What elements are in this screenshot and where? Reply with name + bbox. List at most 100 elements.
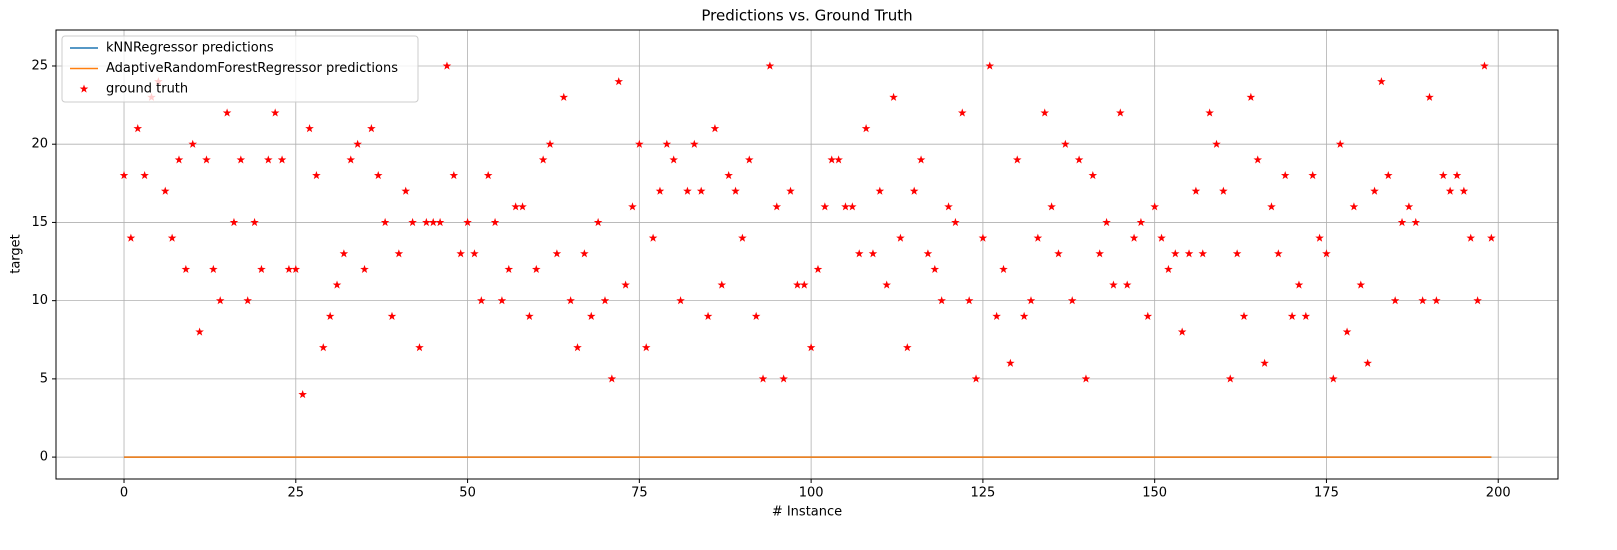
ground-truth-point xyxy=(126,233,136,242)
ground-truth-point xyxy=(1370,186,1379,195)
ground-truth-point xyxy=(1246,92,1256,101)
ground-truth-point xyxy=(834,155,843,164)
ground-truth-point xyxy=(951,217,960,227)
x-tick-label: 150 xyxy=(1142,486,1167,501)
ground-truth-point xyxy=(312,170,321,180)
ground-truth-point xyxy=(724,170,733,180)
ground-truth-point xyxy=(1349,202,1359,211)
ground-truth-point xyxy=(586,311,596,320)
ground-truth-point xyxy=(710,124,720,133)
ground-truth-point xyxy=(1438,170,1448,180)
ground-truth-point xyxy=(731,186,740,195)
ground-truth-point xyxy=(937,296,946,305)
ground-truth-point xyxy=(1466,233,1476,242)
y-tick-label: 25 xyxy=(31,58,48,73)
ground-truth-point xyxy=(119,170,129,180)
ground-truth-point xyxy=(1067,296,1077,305)
ground-truth-point xyxy=(209,264,218,273)
ground-truth-point xyxy=(861,124,871,133)
ground-truth-point xyxy=(1329,374,1338,383)
ground-truth-point xyxy=(325,311,335,320)
y-tick-label: 5 xyxy=(40,371,48,386)
ground-truth-point xyxy=(806,343,816,352)
ground-truth-point xyxy=(971,374,981,383)
legend-swatch xyxy=(79,84,89,93)
ground-truth-point xyxy=(552,249,562,258)
ground-truth-point xyxy=(1019,311,1029,320)
ground-truth-point xyxy=(1267,202,1276,211)
ground-truth-point xyxy=(882,280,891,289)
ground-truth-point xyxy=(456,249,465,258)
legend-label: AdaptiveRandomForestRegressor prediction… xyxy=(106,61,398,76)
x-tick-label: 50 xyxy=(459,486,476,501)
ground-truth-point xyxy=(690,139,699,148)
ground-truth-point xyxy=(1232,249,1242,258)
x-tick-label: 0 xyxy=(120,486,128,501)
ground-truth-point xyxy=(1191,186,1201,195)
ground-truth-point xyxy=(1418,296,1427,305)
ground-truth-point xyxy=(1280,170,1290,180)
ground-truth-point xyxy=(1074,155,1084,164)
ground-truth-point xyxy=(1129,233,1139,242)
ground-truth-point xyxy=(1040,108,1050,117)
ground-truth-point xyxy=(772,202,782,211)
ground-truth-point xyxy=(167,233,177,242)
ground-truth-point xyxy=(511,202,520,211)
ground-truth-point xyxy=(1047,202,1056,211)
ground-truth-point xyxy=(559,92,569,101)
ground-truth-point xyxy=(1459,186,1469,195)
ground-truth-point xyxy=(580,249,589,258)
ground-truth-point xyxy=(449,170,459,180)
ground-truth-point xyxy=(435,217,445,227)
ground-truth-point xyxy=(1480,61,1489,70)
ground-truth-point xyxy=(367,124,376,133)
ground-truth-point xyxy=(1143,311,1153,320)
ground-truth-point xyxy=(1157,233,1166,242)
ground-truth-point xyxy=(463,217,472,227)
ground-truth-point xyxy=(1081,374,1091,383)
ground-truth-point xyxy=(264,155,273,164)
ground-truth-point xyxy=(930,264,940,273)
ground-truth-point xyxy=(133,124,143,133)
ground-truth-point xyxy=(1260,358,1269,367)
plot-frame xyxy=(55,29,1559,480)
x-tick-label: 25 xyxy=(288,486,305,501)
ground-truth-point xyxy=(635,139,644,148)
ground-truth-point xyxy=(1287,311,1297,320)
ground-truth-point xyxy=(442,61,452,70)
ground-truth-point xyxy=(1136,217,1146,227)
ground-truth-point xyxy=(250,217,259,227)
ground-truth-point xyxy=(532,264,541,273)
ground-truth-point xyxy=(1184,249,1194,258)
ground-truth-point xyxy=(373,170,383,180)
ground-truth-point xyxy=(1356,280,1366,289)
ground-truth-point xyxy=(380,217,390,227)
ground-truth-point xyxy=(202,155,211,164)
ground-truth-point xyxy=(1012,155,1022,164)
ground-truth-point xyxy=(738,233,747,242)
ground-truth-point xyxy=(566,296,575,305)
ground-truth-point xyxy=(1425,92,1434,101)
ground-truth-point xyxy=(1301,311,1311,320)
ground-truth-point xyxy=(1171,249,1180,258)
ground-truth-point xyxy=(1253,155,1263,164)
ground-truth-point xyxy=(985,61,995,70)
ground-truth-point xyxy=(1116,108,1125,117)
ground-truth-point xyxy=(628,202,637,211)
ground-truth-point xyxy=(1164,264,1173,273)
ground-truth-point xyxy=(215,296,225,305)
ground-truth-point xyxy=(573,343,582,352)
ground-truth-point xyxy=(923,249,933,258)
x-tick-label: 125 xyxy=(970,486,995,501)
ground-truth-point xyxy=(525,311,534,320)
ground-truth-point xyxy=(339,249,349,258)
ground-truth-point xyxy=(751,311,761,320)
ground-truth-point xyxy=(1225,374,1235,383)
ground-truth-point xyxy=(394,249,404,258)
ground-truth-point xyxy=(848,202,857,211)
ground-truth-point xyxy=(1432,296,1441,305)
chart-title: Predictions vs. Ground Truth xyxy=(701,7,912,25)
ground-truth-point xyxy=(1322,249,1331,258)
ground-truth-point xyxy=(1452,170,1462,180)
